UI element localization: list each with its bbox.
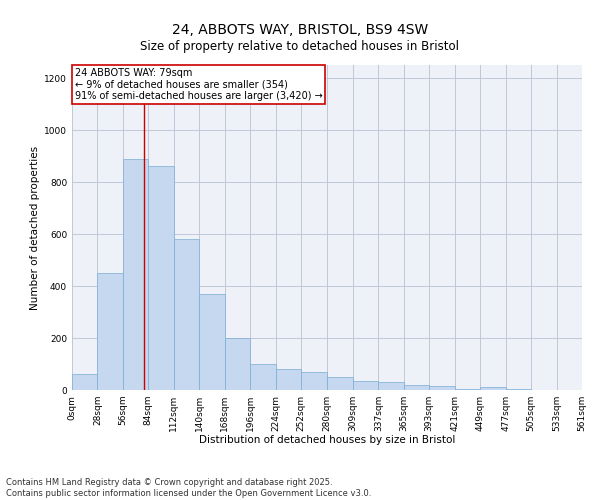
- Bar: [301, 372, 326, 390]
- Bar: [148, 166, 174, 390]
- Bar: [72, 374, 97, 390]
- Text: Contains HM Land Registry data © Crown copyright and database right 2025.
Contai: Contains HM Land Registry data © Crown c…: [6, 478, 371, 498]
- Bar: [404, 385, 429, 390]
- Bar: [250, 364, 275, 390]
- Text: Size of property relative to detached houses in Bristol: Size of property relative to detached ho…: [140, 40, 460, 53]
- Text: 24, ABBOTS WAY, BRISTOL, BS9 4SW: 24, ABBOTS WAY, BRISTOL, BS9 4SW: [172, 22, 428, 36]
- Bar: [174, 239, 199, 390]
- Bar: [326, 377, 353, 390]
- Bar: [123, 158, 148, 390]
- Bar: [225, 338, 250, 390]
- Bar: [199, 294, 225, 390]
- Text: 24 ABBOTS WAY: 79sqm
← 9% of detached houses are smaller (354)
91% of semi-detac: 24 ABBOTS WAY: 79sqm ← 9% of detached ho…: [74, 68, 322, 102]
- Bar: [506, 388, 531, 390]
- Bar: [275, 369, 301, 390]
- Bar: [97, 273, 123, 390]
- Bar: [379, 382, 404, 390]
- Bar: [429, 386, 455, 390]
- Bar: [353, 381, 379, 390]
- Y-axis label: Number of detached properties: Number of detached properties: [30, 146, 40, 310]
- Bar: [455, 388, 480, 390]
- Bar: [480, 387, 506, 390]
- X-axis label: Distribution of detached houses by size in Bristol: Distribution of detached houses by size …: [199, 436, 455, 446]
